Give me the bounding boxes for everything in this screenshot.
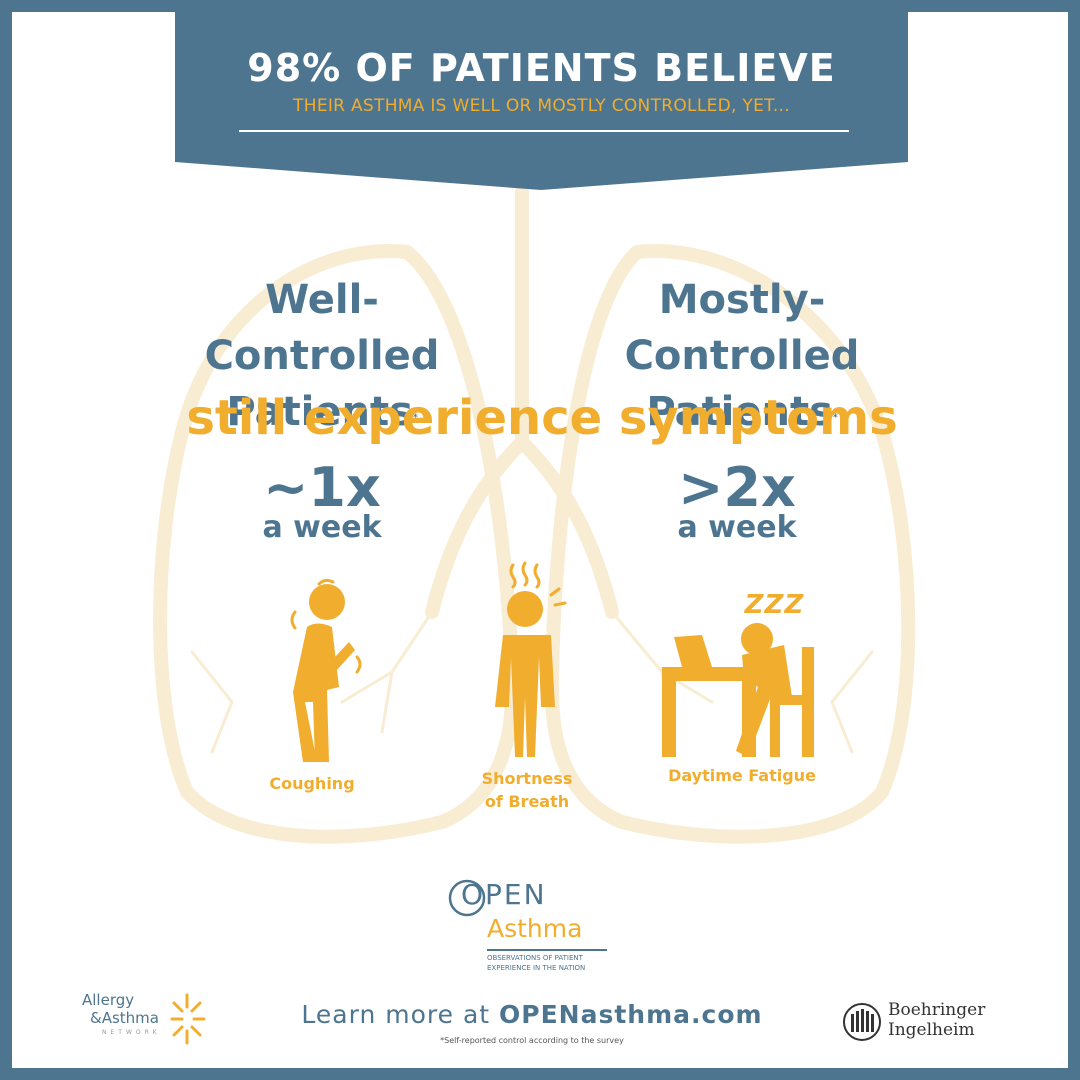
header-banner: 98% OF PATIENTS BELIEVE THEIR ASTHMA IS … (175, 12, 908, 190)
frequency-well: ~1x (263, 456, 381, 519)
sun-rays-icon (170, 993, 206, 1045)
headline: 98% OF PATIENTS BELIEVE (247, 46, 836, 90)
boehringer-emblem-icon (843, 1003, 881, 1041)
infographic-frame: 98% OF PATIENTS BELIEVE THEIR ASTHMA IS … (12, 12, 1068, 1068)
asthma-logo-word: Asthma (487, 914, 583, 943)
symptom-label-shortness-of-breath: Shortness of Breath (481, 769, 573, 811)
middle-statement: still experience symptoms (186, 390, 898, 446)
asterisk-marker: * (832, 413, 838, 423)
boehringer-line2: Ingelheim (888, 1020, 975, 1040)
banner-shape (175, 12, 908, 190)
open-logo-word: OPEN (461, 878, 547, 911)
allergy-logo-line1: Allergy (82, 991, 135, 1009)
open-asthma-logo: OPEN Asthma OBSERVATIONS OF PATIENT EXPE… (447, 874, 627, 974)
boehringer-line1: Boehringer (888, 1000, 986, 1020)
subheadline: THEIR ASTHMA IS WELL OR MOSTLY CONTROLLE… (293, 96, 790, 116)
frequency-mostly: >2x (678, 456, 796, 519)
open-logo-tagline-1: OBSERVATIONS OF PATIENT (487, 954, 583, 962)
allergy-logo-line3: NETWORK (102, 1029, 161, 1036)
website-url[interactable]: OPENasthma.com (499, 1000, 763, 1029)
short-of-breath-person-icon (495, 561, 567, 757)
group-label-mostly-controlled: Mostly-Controlled Patients* (624, 277, 860, 435)
footnote: *Self-reported control according to the … (440, 1036, 624, 1045)
period-well: a week (262, 510, 382, 545)
boehringer-ingelheim-logo: Boehringer Ingelheim (842, 998, 1022, 1048)
lungs-watermark (153, 185, 916, 844)
allergy-asthma-network-logo: Allergy &Asthma NETWORK (82, 987, 212, 1057)
allergy-logo-line2: &Asthma (90, 1009, 159, 1027)
asterisk-marker: * (412, 413, 418, 423)
sleep-zzz: Z Z Z (744, 590, 804, 620)
open-logo-tagline-2: EXPERIENCE IN THE NATION (487, 964, 586, 972)
open-logo-ring-icon (448, 879, 486, 917)
group-label-well-controlled: Well-Controlled Patients* (204, 277, 440, 435)
symptom-label-coughing: Coughing (269, 774, 355, 793)
learn-more-link[interactable]: Learn more at OPENasthma.com (301, 1000, 763, 1029)
coughing-person-icon (290, 578, 362, 762)
header-divider (239, 130, 849, 132)
period-mostly: a week (677, 510, 797, 545)
sleeping-at-desk-icon (662, 623, 814, 757)
symptom-label-daytime-fatigue: Daytime Fatigue (668, 766, 816, 785)
open-logo-rule (487, 949, 607, 951)
